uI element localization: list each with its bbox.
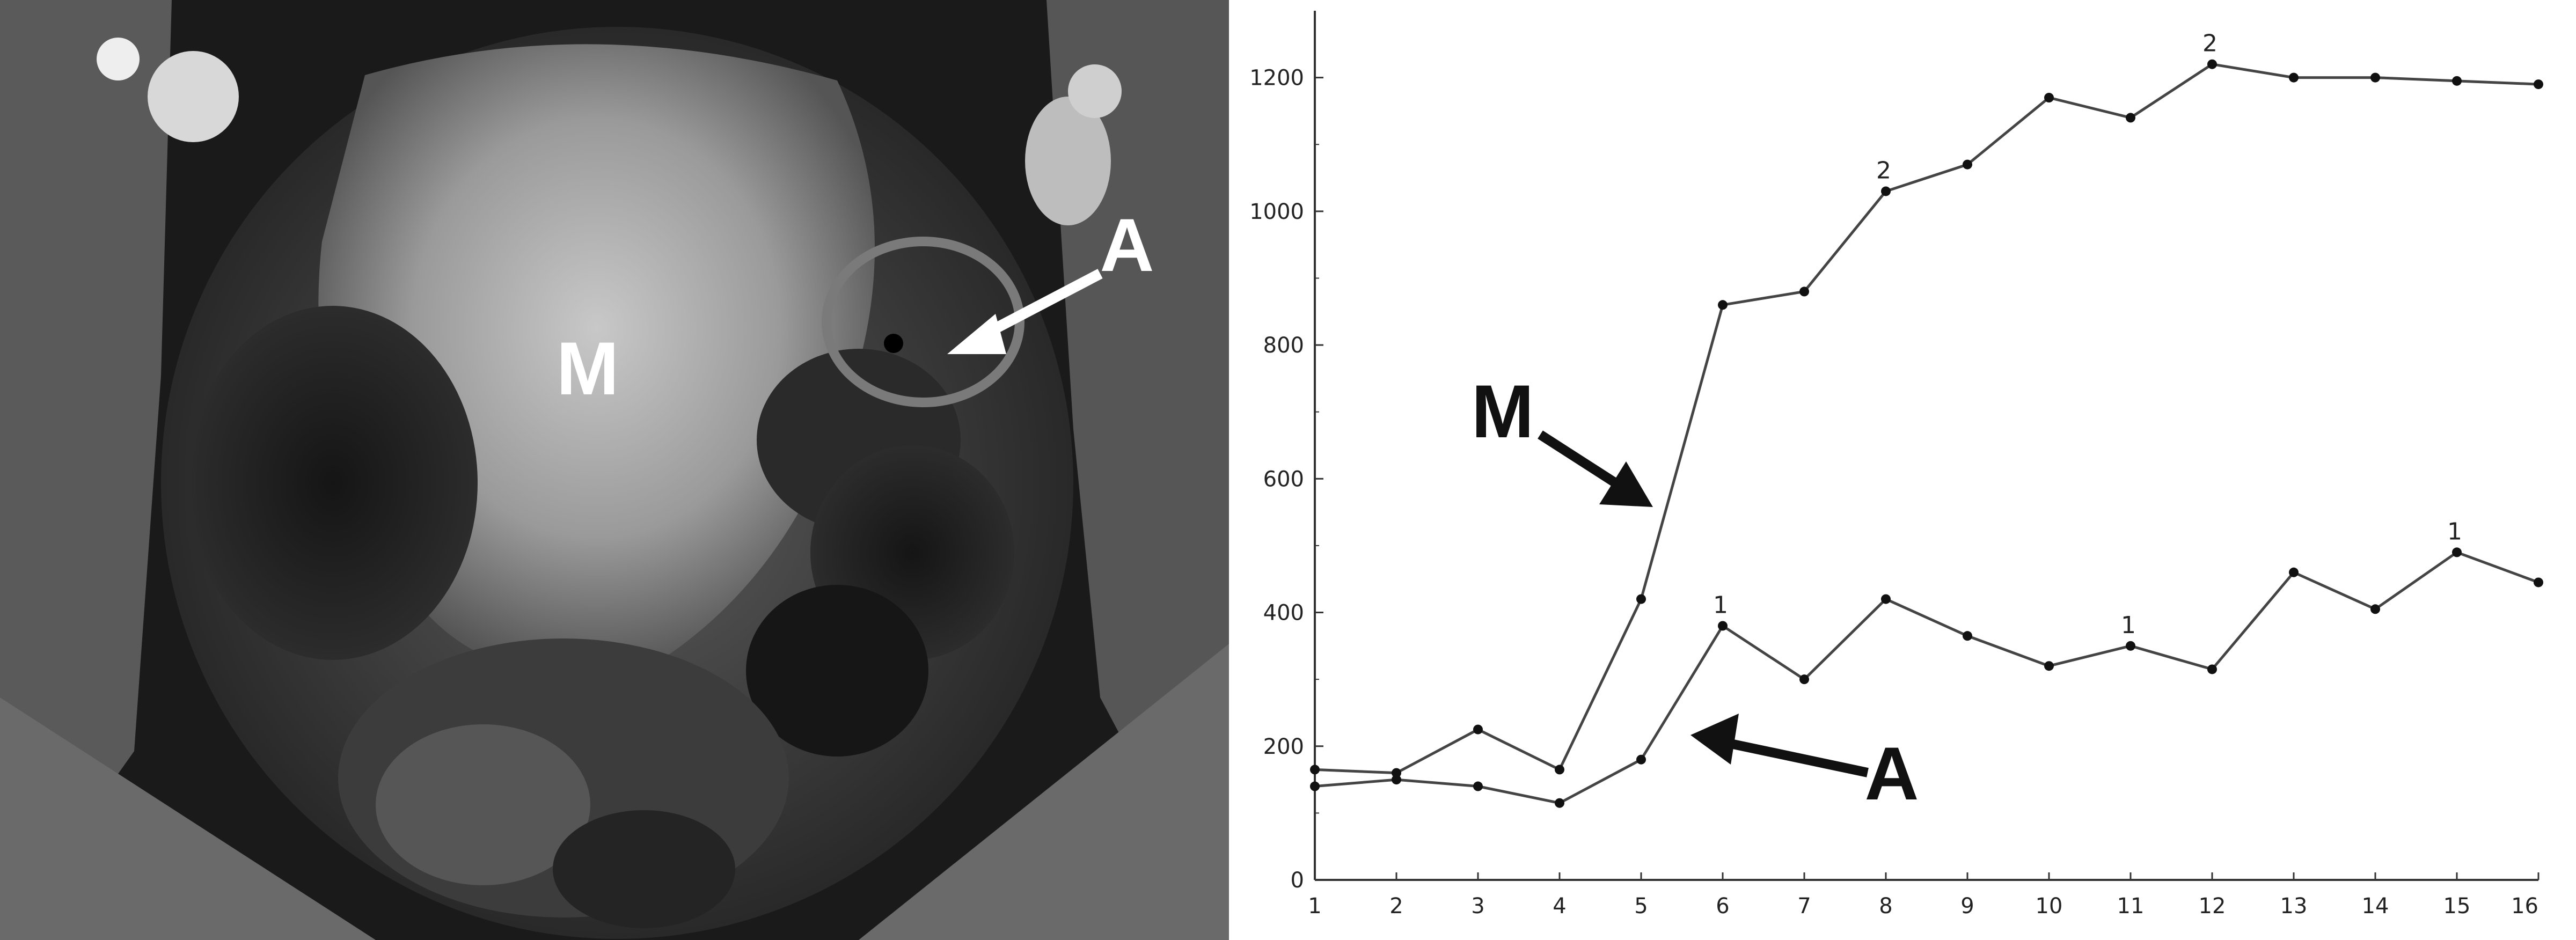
- enhancement-curve-chart: 0 200 400 600 800 1000 1200 1 2 3 4 5 6 7 8 9 10 11 12 13 14…: [1229, 0, 2576, 940]
- point-label: 2: [1876, 157, 1891, 184]
- data-point: [1392, 768, 1401, 778]
- data-point: [1963, 159, 1972, 170]
- y-tick-label: 0: [1291, 868, 1304, 893]
- x-tick-label: 11: [2117, 894, 2145, 919]
- data-point: [2207, 59, 2217, 69]
- annotation-arrow-a: [1690, 714, 1869, 777]
- x-tick-label: 14: [2362, 894, 2389, 919]
- x-tick-label: 5: [1634, 894, 1648, 919]
- x-tick-label: 7: [1797, 894, 1811, 919]
- x-tick-label: 4: [1553, 894, 1566, 919]
- data-point: [1310, 781, 1320, 791]
- data-point: [2534, 79, 2543, 90]
- data-point: [1881, 186, 1891, 196]
- y-tick-label: 1200: [1249, 66, 1304, 91]
- y-tick-label: 400: [1263, 601, 1304, 626]
- data-point: [1473, 781, 1483, 791]
- x-tick-label: 1: [1308, 894, 1321, 919]
- mri-image-panel: M A: [0, 0, 1229, 940]
- mri-label-adnexa: A: [1100, 203, 1154, 287]
- mri-arrow: [947, 269, 1103, 354]
- data-point: [1718, 300, 1728, 310]
- chart-annotations: M A: [1472, 369, 1919, 816]
- y-tick-label: 600: [1263, 467, 1304, 491]
- data-point: [1799, 287, 1809, 297]
- data-point: [2370, 72, 2380, 83]
- data-point: [1636, 594, 1646, 604]
- x-tick-label: 13: [2280, 894, 2308, 919]
- x-tick-label: 6: [1716, 894, 1729, 919]
- mri-image: M A: [0, 0, 1229, 940]
- data-point: [2289, 72, 2299, 83]
- data-point: [1718, 621, 1728, 631]
- annotation-label-m: M: [1472, 369, 1534, 453]
- x-tick-label: 8: [1879, 894, 1892, 919]
- data-point: [1881, 594, 1891, 604]
- data-point: [1799, 674, 1809, 685]
- y-tick-label: 800: [1263, 333, 1304, 358]
- data-point: [2044, 93, 2054, 102]
- data-point: [2534, 577, 2543, 588]
- point-label: 1: [2121, 612, 2136, 639]
- series-line-m: [1314, 550, 2539, 805]
- y-tick-label: 200: [1263, 735, 1304, 759]
- data-point: [2452, 76, 2462, 86]
- x-tick-label: 15: [2443, 894, 2471, 919]
- point-label: 1: [2447, 518, 2462, 545]
- data-point: [2126, 113, 2135, 123]
- x-tick-label: 16: [2511, 894, 2538, 919]
- x-tick-label: 3: [1471, 894, 1484, 919]
- x-tick-label: 9: [1960, 894, 1974, 919]
- y-tick-label: 1000: [1249, 200, 1304, 224]
- x-tick-label: 12: [2199, 894, 2226, 919]
- annotation-arrow-m: [1538, 430, 1653, 507]
- data-point: [2370, 604, 2380, 614]
- data-point: [1636, 754, 1646, 765]
- series-m: 1 1 1: [1310, 518, 2543, 808]
- data-point: [1310, 765, 1320, 775]
- data-point: [1963, 631, 1972, 641]
- data-point: [2044, 661, 2054, 671]
- data-point: [1555, 798, 1564, 808]
- mri-label-mass: M: [557, 326, 619, 410]
- data-point: [1473, 724, 1483, 735]
- data-point: [2126, 641, 2135, 651]
- x-tick-label: 10: [2036, 894, 2063, 919]
- point-label: 2: [2202, 30, 2218, 57]
- data-point: [1555, 765, 1564, 775]
- data-point: [2207, 664, 2217, 674]
- annotation-label-a: A: [1864, 731, 1919, 816]
- series-a: 22: [1310, 30, 2543, 778]
- point-label: 1: [1713, 591, 1728, 619]
- x-tick-label: 2: [1389, 894, 1403, 919]
- series-line-a: [1314, 63, 2539, 775]
- data-point: [1392, 775, 1401, 785]
- data-point: [2452, 547, 2462, 557]
- data-point: [2289, 567, 2299, 577]
